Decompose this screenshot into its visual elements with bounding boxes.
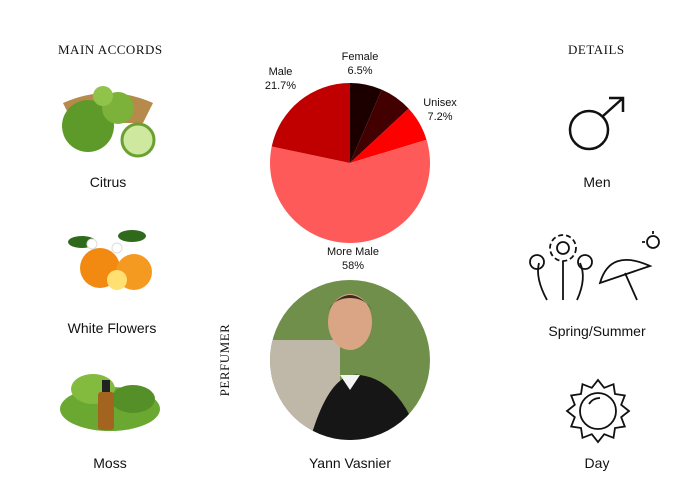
pie-label-female: Female 6.5% <box>341 51 379 77</box>
pie-label-unisex: Unisex 7.2% <box>423 97 457 123</box>
pie-slice-female <box>350 83 382 163</box>
citrus-image <box>62 86 156 158</box>
perfumer-heading: PERFUMER <box>217 323 232 397</box>
sun-icon <box>565 378 631 444</box>
spring-summer-icon <box>529 231 660 301</box>
pie-label-more-male: More Male 58% <box>327 246 379 272</box>
pie-slice-unisex <box>350 108 427 163</box>
moss-image <box>60 374 160 431</box>
accord-label-moss: Moss <box>93 455 127 471</box>
pie-slice-male <box>271 83 350 163</box>
detail-label-spring-summer: Spring/Summer <box>548 323 646 339</box>
perfumer-photo <box>270 280 430 440</box>
pie-slice-unlabeled <box>350 89 409 163</box>
male-symbol-icon <box>568 96 625 151</box>
detail-label-men: Men <box>583 174 611 190</box>
detail-label-day: Day <box>584 455 610 471</box>
accord-label-white-flowers: White Flowers <box>67 320 157 336</box>
perfumer-name: Yann Vasnier <box>309 455 391 471</box>
gender-pie-chart <box>270 83 430 243</box>
pie-slice-more-male <box>270 139 430 243</box>
main-accords-heading: MAIN ACCORDS <box>58 42 163 57</box>
pie-label-male: Male 21.7% <box>264 66 297 92</box>
accord-label-citrus: Citrus <box>89 174 127 190</box>
white-flowers-image <box>68 230 152 290</box>
details-heading: DETAILS <box>568 42 625 57</box>
